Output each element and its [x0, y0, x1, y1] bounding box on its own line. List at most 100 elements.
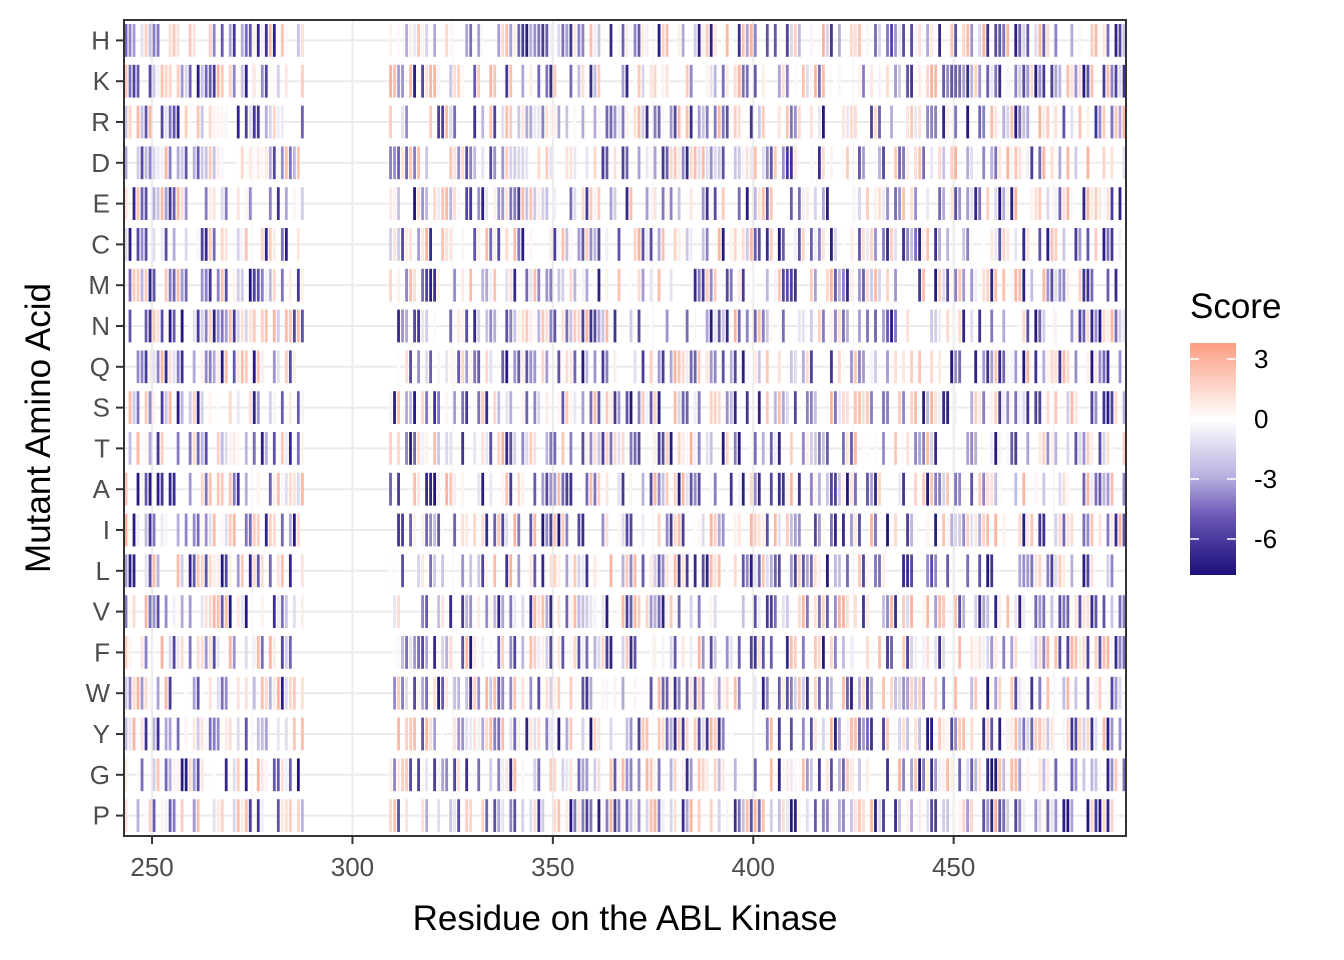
- heatmap-tile: [1026, 309, 1030, 343]
- heatmap-tile: [184, 64, 188, 98]
- heatmap-tile: [946, 268, 950, 302]
- heatmap-tile: [196, 432, 200, 465]
- heatmap-tile: [589, 799, 593, 832]
- heatmap-tile: [1118, 105, 1122, 139]
- heatmap-tile: [946, 64, 950, 98]
- heatmap-tile: [1030, 554, 1034, 588]
- heatmap-tile: [505, 513, 509, 547]
- heatmap-tile: [545, 391, 549, 424]
- heatmap-tile: [1002, 64, 1006, 98]
- heatmap-tile: [232, 513, 236, 547]
- heatmap-tile: [296, 758, 300, 792]
- heatmap-tile: [793, 105, 797, 139]
- heatmap-tile: [433, 717, 437, 751]
- heatmap-tile: [160, 64, 164, 98]
- heatmap-tile: [685, 146, 689, 180]
- heatmap-tile: [513, 228, 517, 261]
- heatmap-tile: [469, 146, 473, 180]
- heatmap-tile: [529, 105, 533, 139]
- heatmap-tile: [813, 554, 817, 588]
- heatmap-tile: [509, 432, 513, 465]
- heatmap-tile: [581, 350, 585, 384]
- heatmap-tile: [449, 595, 453, 628]
- heatmap-tile: [1010, 146, 1014, 180]
- heatmap-tile: [236, 146, 240, 180]
- heatmap-tile: [453, 799, 457, 832]
- heatmap-tile: [485, 799, 489, 832]
- heatmap-tile: [846, 472, 849, 506]
- heatmap-tile: [621, 554, 625, 588]
- heatmap-tile: [669, 350, 673, 384]
- heatmap-tile: [665, 64, 669, 98]
- heatmap-tile: [405, 758, 408, 792]
- heatmap-tile: [609, 636, 613, 669]
- heatmap-tile: [236, 391, 240, 424]
- heatmap-tile: [801, 717, 805, 751]
- heatmap-tile: [878, 187, 881, 220]
- heatmap-tile: [268, 676, 272, 710]
- heatmap-tile: [541, 513, 545, 547]
- heatmap-tile: [200, 717, 204, 751]
- heatmap-tile: [224, 309, 228, 343]
- heatmap-tile: [878, 24, 881, 57]
- heatmap-tile: [509, 24, 513, 57]
- heatmap-tile: [581, 799, 585, 832]
- heatmap-tile: [930, 24, 934, 57]
- heatmap-tile: [886, 228, 889, 261]
- heatmap-tile: [409, 228, 412, 261]
- heatmap-tile: [621, 64, 625, 98]
- heatmap-tile: [469, 799, 473, 832]
- heatmap-tile: [982, 595, 986, 628]
- heatmap-tile: [1114, 64, 1118, 98]
- heatmap-tile: [1078, 636, 1082, 669]
- heatmap-tile: [557, 105, 561, 139]
- heatmap-tile: [789, 350, 793, 384]
- heatmap-tile: [749, 105, 753, 139]
- heatmap-tile: [821, 228, 825, 261]
- heatmap-tile: [1090, 64, 1094, 98]
- heatmap-tile: [565, 554, 569, 588]
- heatmap-tile: [589, 717, 593, 751]
- heatmap-tile: [617, 391, 621, 424]
- heatmap-tile: [469, 350, 473, 384]
- heatmap-tile: [485, 595, 489, 628]
- heatmap-tile: [140, 758, 144, 792]
- heatmap-tile: [288, 676, 292, 710]
- heatmap-tile: [609, 105, 613, 139]
- heatmap-tile: [417, 350, 420, 384]
- heatmap-tile: [1014, 391, 1018, 424]
- heatmap-tile: [573, 105, 577, 139]
- heatmap-tile: [268, 105, 272, 139]
- heatmap-tile: [918, 717, 921, 751]
- heatmap-tile: [693, 309, 697, 343]
- heatmap-tile: [1010, 187, 1014, 220]
- heatmap-tile: [1094, 228, 1098, 261]
- heatmap-tile: [938, 146, 942, 180]
- heatmap-tile: [481, 636, 485, 669]
- heatmap-tile: [1038, 676, 1042, 710]
- heatmap-tile: [737, 187, 741, 220]
- heatmap-tile: [489, 146, 493, 180]
- heatmap-tile: [240, 554, 244, 588]
- heatmap-tile: [493, 105, 497, 139]
- heatmap-tile: [589, 391, 593, 424]
- heatmap-tile: [1090, 554, 1094, 588]
- heatmap-tile: [1066, 187, 1070, 220]
- heatmap-tile: [918, 432, 921, 465]
- heatmap-tile: [641, 717, 645, 751]
- heatmap-tile: [797, 758, 801, 792]
- heatmap-tile: [858, 758, 861, 792]
- heatmap-tile: [501, 758, 505, 792]
- heatmap-tile: [1066, 472, 1070, 506]
- heatmap-tile: [573, 636, 577, 669]
- heatmap-tile: [228, 309, 232, 343]
- heatmap-tile: [629, 391, 633, 424]
- heatmap-tile: [1122, 636, 1126, 669]
- heatmap-tile: [850, 717, 853, 751]
- heatmap-tile: [990, 391, 994, 424]
- heatmap-tile: [789, 187, 793, 220]
- heatmap-tile: [557, 513, 561, 547]
- heatmap-tile: [813, 676, 817, 710]
- heatmap-tile: [821, 636, 825, 669]
- heatmap-tile: [846, 432, 849, 465]
